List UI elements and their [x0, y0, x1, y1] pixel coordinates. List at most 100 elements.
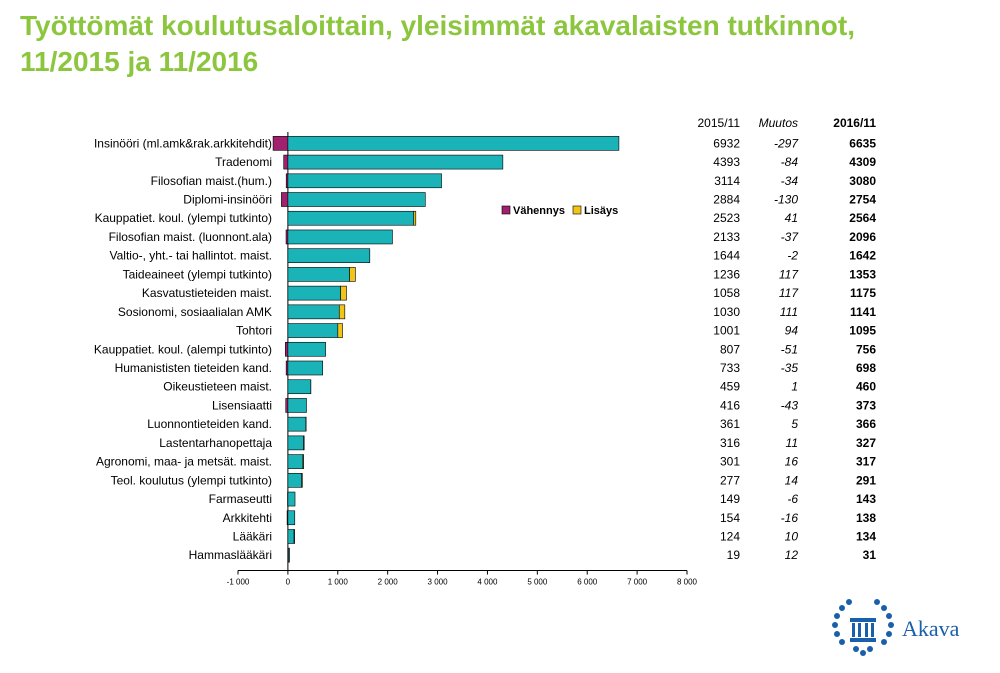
value-change: 16	[785, 455, 799, 469]
value-2015: 2133	[713, 230, 740, 244]
value-2016: 134	[856, 529, 876, 543]
legend-swatch-decrease	[501, 205, 511, 215]
value-change: 5	[791, 417, 798, 431]
table-header: 2015/11	[698, 116, 741, 130]
category-label: Oikeustieteen maist.	[163, 380, 272, 394]
base-bar	[287, 248, 371, 263]
category-label: Agronomi, maa- ja metsät. maist.	[96, 455, 272, 469]
category-label: Lääkäri	[233, 529, 272, 543]
value-2015: 2523	[713, 211, 740, 225]
value-2015: 2884	[713, 193, 740, 207]
base-bar	[287, 341, 326, 357]
increase-bar	[303, 435, 305, 451]
category-label: Filosofian maist. (luonnont.ala)	[109, 230, 272, 244]
base-bar	[287, 229, 393, 245]
base-bar	[287, 173, 442, 189]
value-2015: 1236	[713, 267, 740, 281]
legend-label-decrease: Vähennys	[513, 205, 565, 217]
value-change: -35	[781, 361, 799, 375]
category-label: Sosionomi, sosiaalialan AMK	[118, 305, 272, 319]
decrease-bar	[285, 398, 289, 413]
base-bar	[287, 510, 296, 526]
value-2015: 1058	[713, 286, 740, 300]
category-label: Teol. koulutus (ylempi tutkinto)	[111, 473, 272, 487]
value-change: -34	[781, 174, 799, 188]
value-2015: 124	[720, 529, 740, 543]
value-change: 12	[785, 548, 799, 562]
category-label: Kasvatustieteiden maist.	[142, 286, 272, 300]
base-bar	[287, 379, 312, 395]
x-tick-label: 3 000	[428, 578, 449, 587]
category-label: Arkkitehti	[223, 511, 272, 525]
value-2016: 1642	[849, 249, 876, 263]
base-bar	[287, 267, 350, 282]
value-change: -16	[781, 511, 799, 525]
value-2016: 327	[856, 436, 876, 450]
category-label: Farmaseutti	[209, 492, 272, 506]
base-bar	[287, 360, 324, 376]
base-bar	[287, 304, 340, 320]
value-2016: 4309	[849, 155, 876, 169]
increase-bar	[302, 454, 305, 469]
category-label: Lisensiaatti	[212, 398, 272, 412]
laurel-column-icon	[832, 599, 894, 656]
decrease-bar	[285, 341, 289, 357]
value-2015: 3114	[714, 174, 740, 188]
value-change: 41	[785, 211, 798, 225]
base-bar	[287, 192, 426, 207]
value-2015: 807	[720, 342, 740, 356]
category-label: Kauppatiet. koul. (ylempi tutkinto)	[95, 211, 272, 225]
category-label: Valtio-, yht.- tai hallintot. maist.	[109, 249, 272, 263]
category-label: Luonnontieteiden kand.	[147, 417, 272, 431]
value-2016: 1141	[850, 305, 876, 319]
x-tick-label: 5 000	[527, 578, 548, 587]
base-bar	[287, 154, 504, 170]
value-2016: 1095	[849, 324, 876, 338]
value-change: 10	[785, 529, 799, 543]
value-2016: 31	[863, 548, 877, 562]
value-change: 94	[785, 324, 799, 338]
value-change: 14	[785, 473, 799, 487]
increase-bar	[288, 547, 290, 563]
value-2016: 138	[856, 511, 876, 525]
value-2016: 2564	[849, 211, 876, 225]
base-bar	[287, 416, 307, 432]
value-2015: 316	[720, 436, 740, 450]
base-bar	[287, 473, 303, 488]
decrease-bar	[281, 192, 289, 207]
value-change: 111	[780, 305, 798, 319]
value-2016: 366	[856, 417, 876, 431]
base-bar	[287, 529, 295, 544]
value-2015: 1644	[713, 249, 740, 263]
value-2016: 1353	[849, 267, 876, 281]
category-label: Hammaslääkäri	[189, 548, 272, 562]
akava-logo: Akava	[828, 596, 988, 660]
title-line-2: 11/2015 ja 11/2016	[20, 46, 259, 77]
value-2015: 733	[720, 361, 740, 375]
x-tick-label: 8 000	[677, 578, 698, 587]
value-change: -84	[781, 155, 799, 169]
value-2015: 149	[720, 492, 740, 506]
value-2015: 154	[720, 511, 740, 525]
decrease-bar	[283, 154, 289, 170]
value-change: -43	[781, 398, 799, 412]
increase-bar	[349, 267, 356, 282]
page-title: Työttömät koulutusaloittain, yleisimmät …	[20, 8, 980, 80]
akava-logo-text: Akava	[902, 616, 960, 641]
x-tick-label: 1 000	[328, 578, 349, 587]
value-2015: 459	[720, 380, 740, 394]
category-label: Insinööri (ml.amk&rak.arkkitehdit)	[94, 136, 272, 150]
base-bar	[287, 323, 339, 338]
value-2016: 6635	[849, 136, 876, 150]
increase-bar	[340, 285, 347, 301]
category-label: Tohtori	[236, 324, 272, 338]
value-2016: 698	[856, 361, 876, 375]
value-2016: 756	[856, 342, 876, 356]
x-tick-label: 2 000	[378, 578, 399, 587]
value-change: -51	[781, 342, 798, 356]
value-2015: 416	[720, 398, 740, 412]
value-2015: 19	[727, 548, 741, 562]
x-tick-label: 7 000	[627, 578, 648, 587]
decrease-bar	[272, 136, 289, 151]
